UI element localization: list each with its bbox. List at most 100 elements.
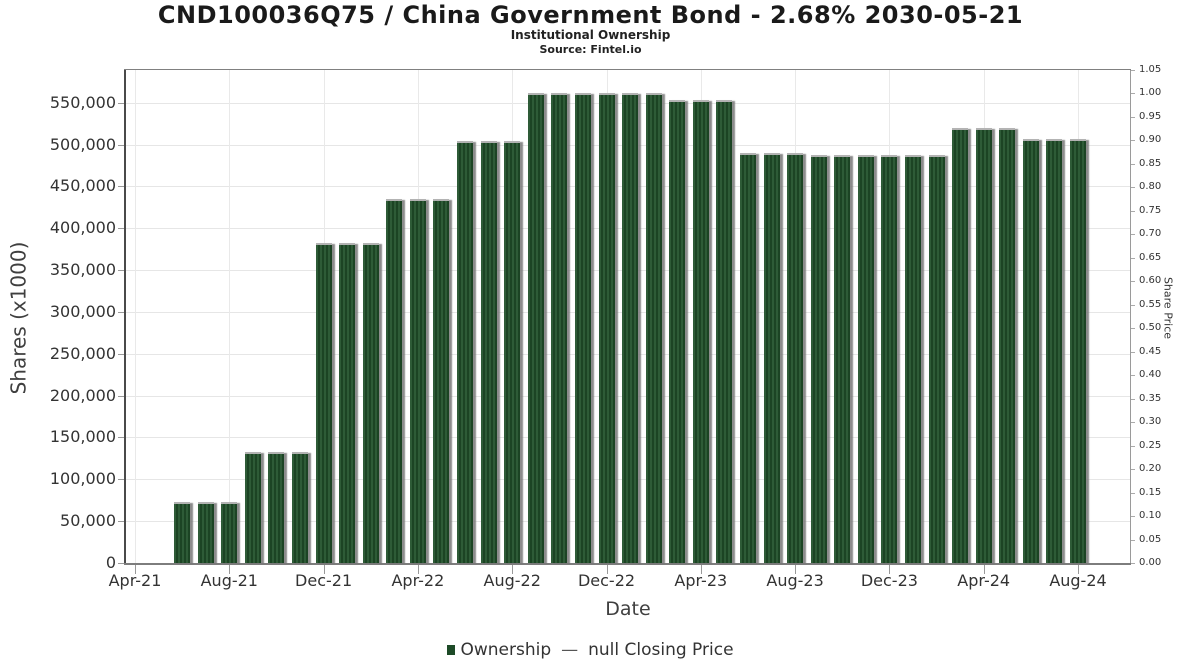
price-axis-tick-label: 0.25 — [1139, 439, 1162, 451]
ownership-bar[interactable] — [504, 141, 521, 563]
ownership-bar[interactable] — [221, 501, 238, 563]
chart-subtitle: Institutional Ownership — [510, 28, 671, 42]
ownership-bar[interactable] — [574, 93, 591, 563]
legend-separator: — — [561, 640, 579, 660]
legend-price-item[interactable]: null Closing Price — [588, 640, 733, 660]
ownership-bar[interactable] — [881, 154, 898, 563]
y-axis-tick-label: 100,000 — [49, 469, 116, 489]
price-axis-tick-mark — [1131, 328, 1135, 330]
ownership-bar[interactable] — [952, 127, 969, 563]
y-axis-tick-mark — [118, 437, 124, 439]
price-axis-tick-mark — [1131, 398, 1135, 400]
ownership-bar[interactable] — [739, 152, 756, 563]
price-axis-tick-mark — [1131, 116, 1135, 118]
y-axis-tick-label: 150,000 — [49, 427, 116, 447]
y-axis-tick-mark — [118, 563, 124, 564]
price-axis-tick-mark — [1131, 539, 1135, 541]
x-axis-tick-label: Dec-23 — [860, 571, 918, 590]
price-axis-tick-label: 0.40 — [1139, 369, 1162, 381]
ownership-series-marker-icon — [447, 645, 456, 655]
ownership-bar[interactable] — [551, 93, 568, 563]
price-axis-tick-mark — [1131, 257, 1135, 259]
price-axis-tick-label: 0.35 — [1139, 392, 1162, 404]
ownership-bar[interactable] — [669, 100, 686, 563]
ownership-bar[interactable] — [834, 154, 851, 563]
y-axis-line — [124, 70, 126, 565]
legend-ownership-item[interactable]: Ownership — [447, 640, 551, 660]
price-axis-tick-mark — [1131, 563, 1135, 564]
y-axis-tick-label: 300,000 — [49, 301, 116, 321]
price-axis-tick-mark — [1131, 516, 1135, 518]
ownership-bar[interactable] — [197, 501, 214, 563]
ownership-bar[interactable] — [174, 501, 191, 563]
gridline — [135, 70, 136, 563]
ownership-bar[interactable] — [457, 141, 474, 563]
x-axis-tick-label: Dec-21 — [295, 571, 353, 590]
x-axis-tick-label: Aug-22 — [483, 571, 541, 590]
ownership-bar[interactable] — [787, 152, 804, 563]
ownership-bar[interactable] — [268, 451, 285, 563]
price-axis-tick-label: 0.90 — [1139, 134, 1162, 146]
x-axis-title: Date — [605, 598, 651, 620]
ownership-bar[interactable] — [645, 93, 662, 563]
x-axis-tick-mark — [229, 565, 231, 574]
ownership-bar[interactable] — [904, 154, 921, 563]
ownership-bar[interactable] — [999, 127, 1016, 563]
x-axis-tick-label: Apr-23 — [674, 571, 728, 590]
ownership-bar[interactable] — [1022, 138, 1039, 563]
plot-border-top — [124, 69, 1131, 70]
price-axis-tick-label: 1.00 — [1139, 87, 1162, 99]
ownership-bar[interactable] — [928, 154, 945, 563]
price-axis-tick-label: 1.05 — [1139, 64, 1162, 75]
ownership-bar[interactable] — [315, 243, 332, 563]
price-axis-tick-label: 0.95 — [1139, 110, 1162, 122]
ownership-bar[interactable] — [1046, 138, 1063, 563]
x-axis-tick-mark — [889, 565, 891, 574]
ownership-bar[interactable] — [433, 198, 450, 563]
price-axis-tick-label: 0.65 — [1139, 251, 1162, 263]
price-axis-tick-mark — [1131, 163, 1135, 165]
ownership-bar[interactable] — [244, 451, 261, 563]
chart-title: CND100036Q75 / China Government Bond - 2… — [157, 1, 1024, 29]
x-axis-tick-mark — [606, 565, 608, 574]
y-axis-tick-mark — [118, 228, 124, 230]
ownership-bar[interactable] — [409, 198, 426, 563]
ownership-bar[interactable] — [763, 152, 780, 563]
price-axis-tick-label: 0.70 — [1139, 228, 1162, 240]
ownership-bar[interactable] — [386, 198, 403, 563]
price-axis-tick-label: 0.15 — [1139, 486, 1162, 498]
price-axis-tick-label: 0.50 — [1139, 322, 1162, 334]
ownership-bar[interactable] — [857, 154, 874, 563]
ownership-bar[interactable] — [339, 243, 356, 563]
y-axis-tick-mark — [118, 353, 124, 355]
ownership-bar[interactable] — [292, 451, 309, 563]
y-axis-tick-label: 450,000 — [49, 176, 116, 196]
x-axis-tick-label: Apr-22 — [391, 571, 445, 590]
y-axis-tick-label: 350,000 — [49, 260, 116, 280]
price-axis-tick-label: 0.30 — [1139, 416, 1162, 428]
ownership-bar[interactable] — [622, 93, 639, 563]
legend: Ownership — null Closing Price — [0, 640, 1181, 660]
price-axis-tick-mark — [1131, 70, 1135, 71]
plot-area — [126, 70, 1130, 563]
y-axis-tick-label: 250,000 — [49, 343, 116, 363]
y-axis-tick-label: 50,000 — [60, 511, 116, 531]
price-axis-tick-mark — [1131, 469, 1135, 471]
x-axis-tick-label: Aug-23 — [766, 571, 824, 590]
ownership-bar[interactable] — [527, 93, 544, 563]
ownership-bar[interactable] — [362, 243, 379, 563]
y-axis-tick-mark — [118, 144, 124, 146]
price-axis-tick-label: 0.05 — [1139, 533, 1162, 545]
ownership-bar[interactable] — [598, 93, 615, 563]
ownership-bar[interactable] — [692, 100, 709, 563]
price-axis-tick-label: 0.10 — [1139, 510, 1162, 522]
x-axis-tick-label: Apr-24 — [957, 571, 1011, 590]
ownership-bar[interactable] — [716, 100, 733, 563]
ownership-bar[interactable] — [480, 141, 497, 563]
x-axis-tick-mark — [1078, 565, 1079, 574]
ownership-bar[interactable] — [810, 154, 827, 563]
y-axis-tick-label: 400,000 — [49, 218, 116, 238]
ownership-bar[interactable] — [1070, 138, 1086, 563]
ownership-bar[interactable] — [975, 127, 992, 563]
